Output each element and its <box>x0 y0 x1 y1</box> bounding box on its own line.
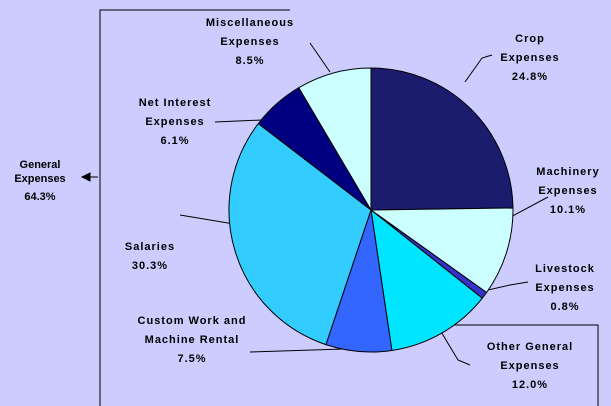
leader <box>464 54 493 83</box>
annotation-value: 64.3% <box>24 191 56 203</box>
slice-value-label: 0.8% <box>550 301 580 313</box>
slice-value-label: 7.5% <box>177 353 207 365</box>
pie-slice <box>369 207 514 294</box>
slice-label: Miscellaneous Expenses <box>205 17 295 48</box>
slice-value-label: 24.8% <box>511 71 549 83</box>
slice-label: Custom Work and Machine Rental <box>137 315 247 346</box>
bracket-left <box>99 9 290 406</box>
pie-slice <box>370 208 483 352</box>
pie-slice <box>298 67 372 212</box>
slice-value-label: 8.5% <box>235 55 265 67</box>
slice-label: Livestock Expenses <box>535 263 595 294</box>
slice-value-label: 6.1% <box>160 135 190 147</box>
slice-label: Crop Expenses <box>500 33 560 64</box>
slice-value-label: 30.3% <box>131 260 169 272</box>
slice-label: Net Interest Expenses <box>138 97 212 128</box>
pie-slice <box>228 122 372 346</box>
slice-value-label: 10.1% <box>549 204 587 216</box>
bracket-right <box>455 324 599 406</box>
leader <box>214 119 263 123</box>
leader <box>309 42 331 73</box>
arrow-head <box>80 172 91 182</box>
slice-label: Machinery Expenses <box>536 166 600 197</box>
pie-slice <box>370 67 514 211</box>
leader <box>487 281 529 291</box>
slice-label: Other General Expenses <box>486 341 574 372</box>
slice-label: Salaries <box>124 241 176 253</box>
slice-value-label: 12.0% <box>511 379 549 391</box>
annotation-label: General Expenses <box>14 159 66 185</box>
leader <box>439 329 471 366</box>
